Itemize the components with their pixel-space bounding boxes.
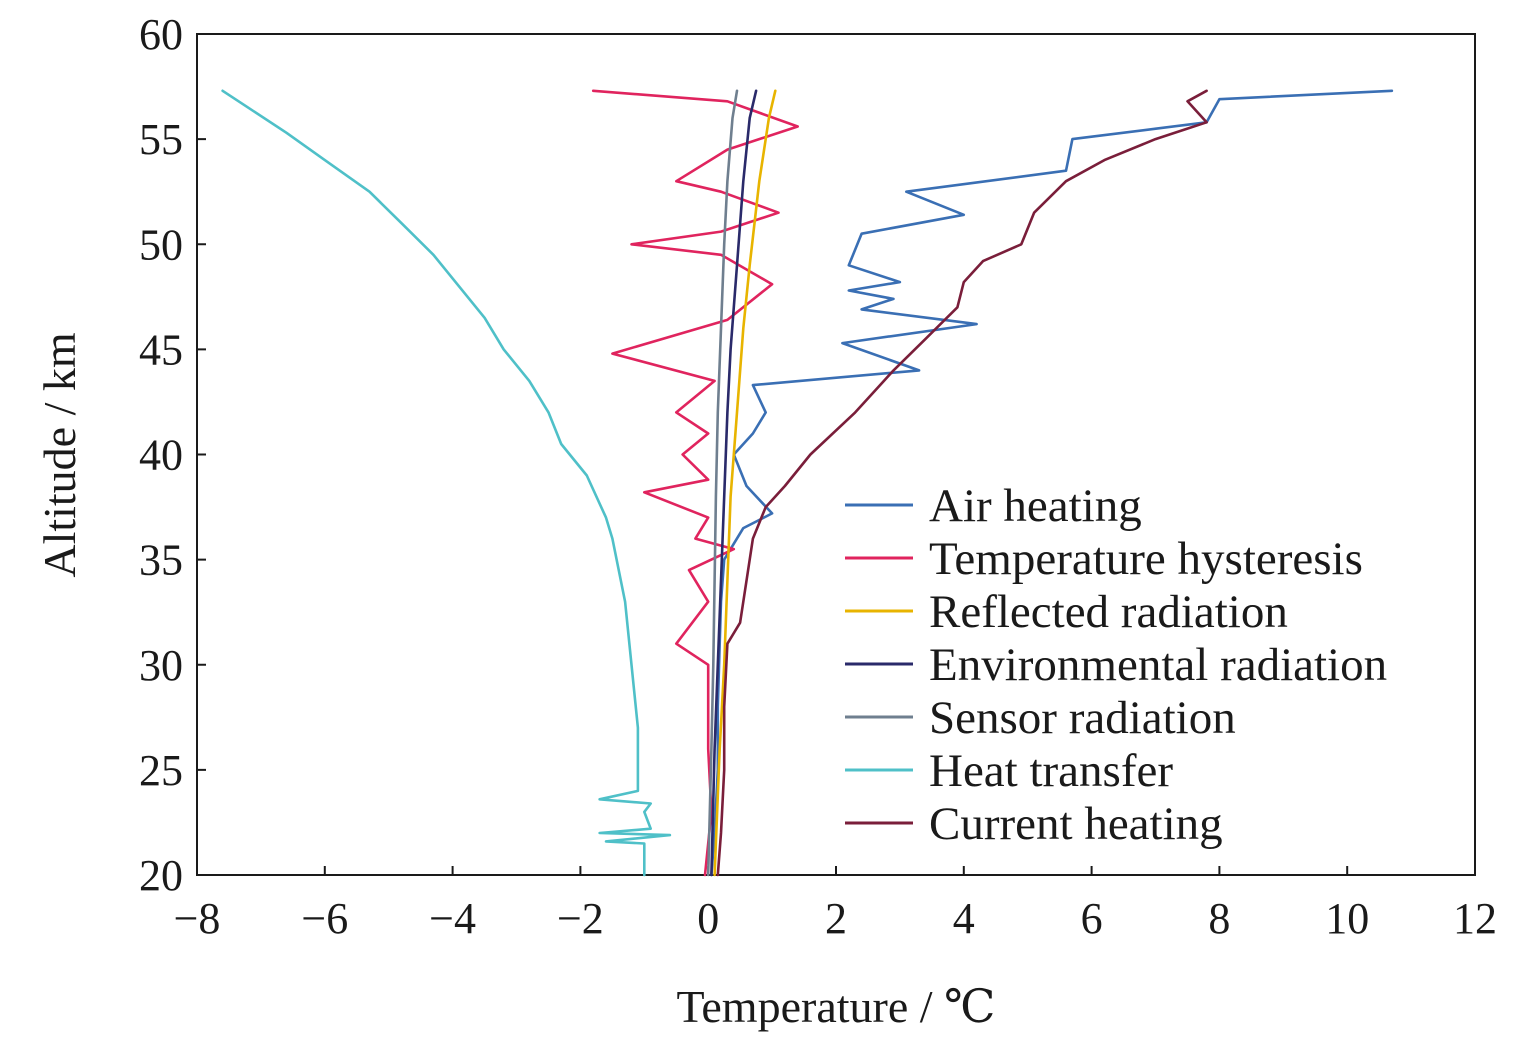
legend-label-heat-transfer: Heat transfer xyxy=(929,745,1173,797)
x-tick-label: 6 xyxy=(1081,894,1103,943)
legend-label-current-heating: Current heating xyxy=(929,798,1223,850)
y-tick-label: 60 xyxy=(139,10,183,59)
x-tick-label: 0 xyxy=(697,894,719,943)
series-line-sensor-radiation xyxy=(706,89,739,877)
x-tick-label: 12 xyxy=(1453,894,1497,943)
legend-label-temperature-hysteresis: Temperature hysteresis xyxy=(929,533,1363,585)
y-tick-label: 45 xyxy=(139,325,183,374)
x-tick-label: 4 xyxy=(953,894,975,943)
legend-label-air-heating: Air heating xyxy=(929,480,1142,532)
x-tick-label: 10 xyxy=(1325,894,1369,943)
y-tick-label: 20 xyxy=(139,851,183,900)
y-tick-label: 40 xyxy=(139,431,183,480)
legend-label-environmental-radiation: Environmental radiation xyxy=(929,639,1387,691)
y-tick-label: 55 xyxy=(139,115,183,164)
y-tick-label: 30 xyxy=(139,641,183,690)
series-line-temperature-hysteresis xyxy=(591,89,799,877)
plot-frame xyxy=(196,33,1476,876)
y-tick-label: 35 xyxy=(139,536,183,585)
x-tick-label: −6 xyxy=(301,894,348,943)
series-line-heat-transfer xyxy=(221,89,672,877)
legend-label-reflected-radiation: Reflected radiation xyxy=(929,586,1288,638)
y-tick-label: 50 xyxy=(139,220,183,269)
series-line-environmental-radiation xyxy=(710,89,758,877)
x-tick-label: −2 xyxy=(557,894,604,943)
axis-ticks: −8 −6 −4 −2 0 2 4 6 8 10 12 20 25 30 35 40 45 50 55 60 xyxy=(139,10,1497,943)
x-tick-label: −4 xyxy=(429,894,476,943)
series-line-current-heating xyxy=(716,89,1208,877)
x-tick-label: −8 xyxy=(174,894,221,943)
series-layer xyxy=(221,89,1394,877)
x-tick-label: 8 xyxy=(1208,894,1230,943)
x-axis-title: Temperature / ℃ xyxy=(677,981,996,1032)
y-axis-title: Altitude / km xyxy=(34,332,85,578)
x-tick-label: 2 xyxy=(825,894,847,943)
legend-label-sensor-radiation: Sensor radiation xyxy=(929,692,1236,744)
y-tick-label: 25 xyxy=(139,746,183,795)
series-line-reflected-radiation xyxy=(713,89,777,877)
